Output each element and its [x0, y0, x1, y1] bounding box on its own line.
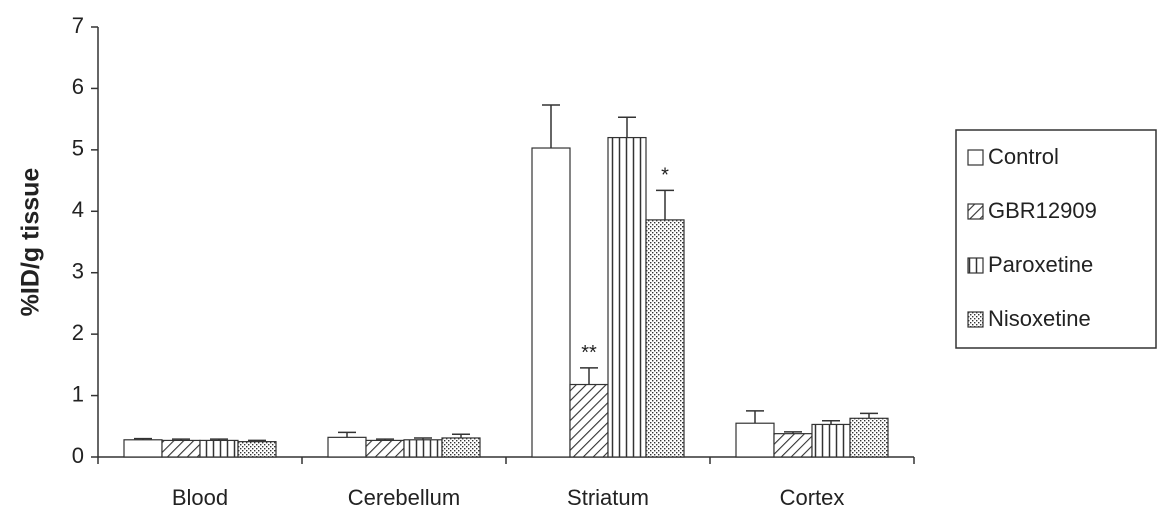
annotation: **	[581, 342, 597, 364]
bar	[773, 433, 813, 458]
bar	[161, 439, 201, 458]
legend-swatch	[967, 149, 984, 166]
y-tick-label: 3	[72, 259, 84, 284]
x-tick-label: Blood	[172, 485, 228, 510]
bar	[849, 417, 889, 458]
y-tick-label: 0	[72, 443, 84, 468]
legend-swatch	[967, 311, 984, 328]
bar	[123, 439, 163, 458]
bar	[327, 436, 367, 458]
annotation: *	[661, 165, 669, 187]
y-tick-label: 1	[72, 381, 84, 406]
legend-label: Control	[988, 144, 1059, 169]
bar	[645, 219, 685, 458]
legend-swatch	[967, 257, 984, 274]
bar	[365, 439, 405, 458]
x-tick-label: Striatum	[567, 485, 649, 510]
bar	[441, 437, 481, 458]
x-tick-label: Cortex	[780, 485, 845, 510]
bar	[199, 439, 239, 458]
bar	[531, 147, 571, 458]
legend-label: Nisoxetine	[988, 306, 1091, 331]
legend-box	[955, 129, 1157, 349]
x-tick-label: Cerebellum	[348, 485, 461, 510]
y-tick-label: 2	[72, 320, 84, 345]
bar	[569, 383, 609, 458]
y-tick-label: 4	[72, 197, 84, 222]
bar	[403, 439, 443, 458]
y-tick-label: 5	[72, 136, 84, 161]
y-tick-label: 6	[72, 74, 84, 99]
legend-label: GBR12909	[988, 198, 1097, 223]
legend-label: Paroxetine	[988, 252, 1093, 277]
bar	[811, 423, 851, 458]
y-axis-label: %ID/g tissue	[17, 168, 45, 317]
legend-swatch	[967, 203, 984, 220]
bar	[735, 422, 775, 458]
bar	[237, 441, 277, 458]
bar	[607, 136, 647, 458]
y-tick-label: 7	[72, 13, 84, 38]
